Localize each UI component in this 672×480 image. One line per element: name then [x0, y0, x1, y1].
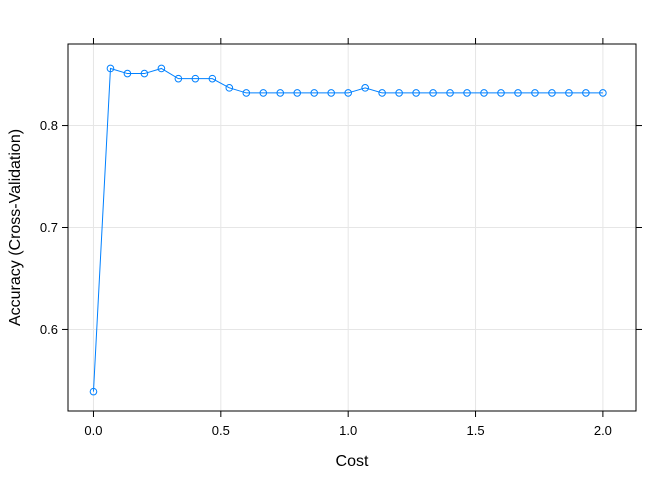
data-point — [225, 84, 234, 92]
data-point — [599, 89, 607, 97]
series-line — [92, 67, 603, 392]
data-point — [378, 89, 386, 97]
y-tick-label: 0.7 — [40, 220, 58, 235]
data-point — [395, 89, 403, 97]
data-point — [276, 89, 285, 97]
data-point — [259, 89, 268, 97]
data-point — [106, 64, 115, 73]
x-axis-label: Cost — [336, 453, 369, 470]
data-point — [565, 89, 573, 97]
data-point — [191, 74, 200, 83]
data-point — [242, 89, 251, 97]
data-point — [412, 89, 420, 97]
data-point — [463, 89, 471, 97]
series-layer — [89, 64, 607, 396]
y-tick-label: 0.8 — [40, 118, 58, 133]
x-tick-label: 1.0 — [339, 423, 357, 438]
data-point — [446, 89, 454, 97]
x-tick-label: 0.0 — [84, 423, 102, 438]
x-tick-label: 2.0 — [594, 423, 612, 438]
y-axis-label: Accuracy (Cross-Validation) — [7, 129, 24, 326]
data-point — [293, 89, 302, 97]
data-point — [123, 69, 132, 78]
data-point — [89, 387, 98, 396]
data-point — [531, 89, 539, 97]
x-tick-label: 0.5 — [212, 423, 230, 438]
y-tick-label: 0.6 — [40, 322, 58, 337]
data-point — [548, 89, 556, 97]
data-point — [361, 84, 369, 92]
x-tick-label: 1.5 — [466, 423, 484, 438]
data-point — [497, 89, 505, 97]
data-point — [208, 74, 217, 83]
ticks: 0.0 0.5 1.0 1.5 2.0 0.6 0.7 0.8 — [40, 38, 642, 438]
data-point — [327, 89, 335, 97]
data-point — [429, 89, 437, 97]
data-point — [157, 64, 166, 73]
data-point — [582, 89, 590, 97]
data-point — [310, 89, 319, 97]
data-point — [344, 89, 352, 97]
data-point — [514, 89, 522, 97]
data-point — [480, 89, 488, 97]
data-point — [140, 69, 149, 78]
data-point — [174, 74, 183, 83]
grid — [68, 44, 636, 411]
